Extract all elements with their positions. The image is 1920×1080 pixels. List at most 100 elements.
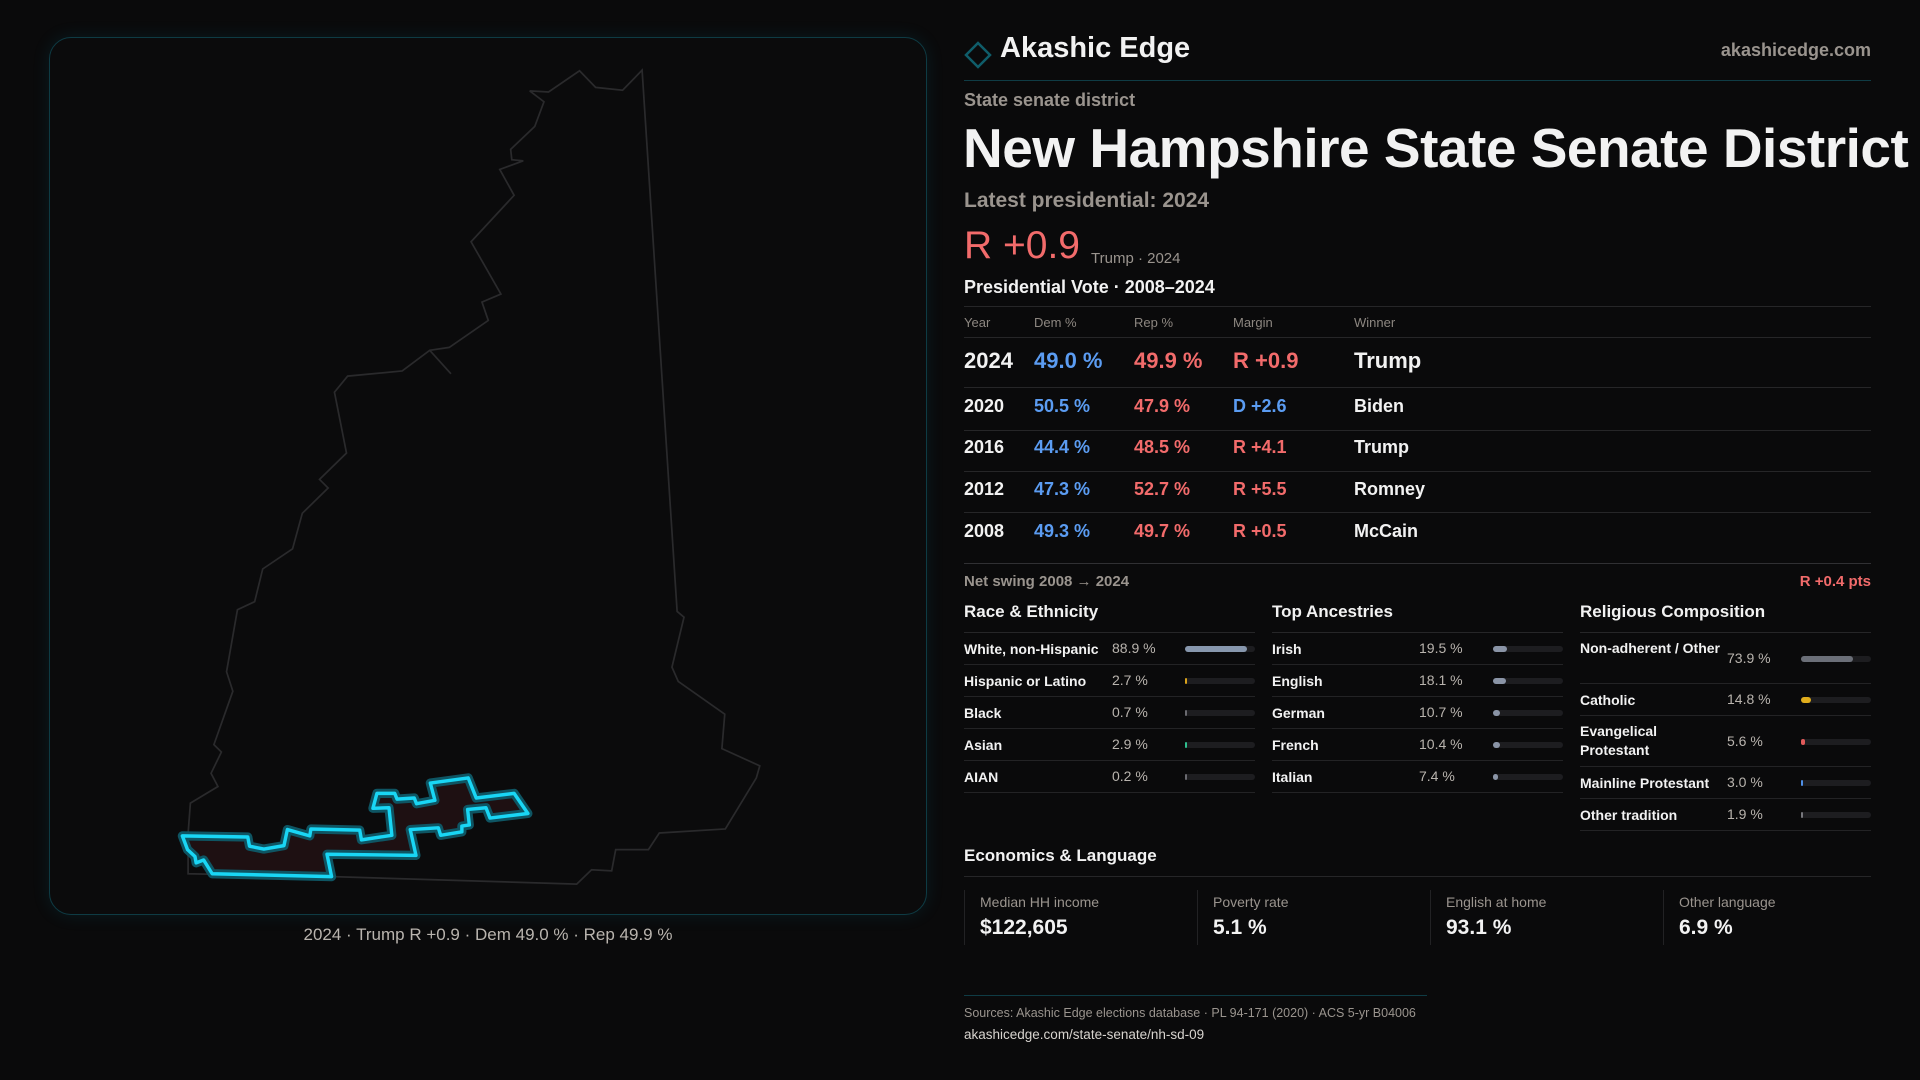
demo-bar-fill [1493, 774, 1499, 780]
sources-text: Sources: Akashic Edge elections database… [964, 1006, 1416, 1020]
vote-cell-year: 2024 [964, 348, 1013, 373]
econ-card: Other language 6.9 % [1663, 890, 1896, 945]
col-rep: Rep % [1134, 315, 1174, 330]
vote-cell-year: 2008 [964, 521, 1005, 541]
county-line [429, 349, 452, 375]
vote-cell-rep: 47.9 % [1134, 396, 1191, 416]
page-title: New Hampshire State Senate District 9 [963, 117, 1920, 179]
demo-bar-fill [1801, 697, 1812, 703]
demo-bar-track [1185, 710, 1255, 716]
demo-bar-fill [1493, 710, 1501, 716]
demo-row: English 18.1 % [1272, 665, 1563, 697]
vote-cell-year: 2016 [964, 437, 1005, 457]
vote-cell-dem: 49.0 % [1034, 348, 1103, 373]
demo-value: 7.4 % [1419, 768, 1455, 784]
demo-value: 2.9 % [1112, 736, 1148, 752]
demo-bar-track [1801, 780, 1871, 786]
demo-bar-track [1493, 742, 1563, 748]
econ-label: Median HH income [980, 894, 1100, 910]
vote-cell-rep: 52.7 % [1134, 479, 1191, 499]
demo-value: 3.0 % [1727, 774, 1763, 790]
demo-value: 0.2 % [1112, 768, 1148, 784]
econ-card: Poverty rate 5.1 % [1197, 890, 1430, 945]
divider [964, 306, 1871, 307]
demo-row: Evangelical Protestant 5.6 % [1580, 716, 1871, 767]
econ-card: English at home 93.1 % [1430, 890, 1663, 945]
latest-margin-note: Trump · 2024 [1091, 250, 1181, 267]
brand-name: Akashic Edge [1000, 32, 1191, 64]
demo-value: 0.7 % [1112, 704, 1148, 720]
demo-bar-fill [1185, 710, 1188, 716]
header-divider [964, 80, 1871, 81]
district-highlight-glow [177, 773, 533, 882]
swing-value: R +0.4 pts [1799, 573, 1871, 590]
demo-label: Asian [964, 737, 1003, 753]
divider [964, 876, 1871, 877]
econ-value: 5.1 % [1213, 916, 1267, 939]
vote-cell-winner: McCain [1354, 521, 1419, 541]
demo-value: 5.6 % [1727, 732, 1763, 749]
demo-value: 10.4 % [1419, 736, 1463, 752]
diamond-logo-icon [964, 41, 992, 69]
econ-card: Median HH income $122,605 [964, 890, 1197, 945]
demo-bar-fill [1801, 812, 1804, 818]
econ-label: Poverty rate [1213, 894, 1289, 910]
swing-label: Net swing 2008 → 2024 [964, 573, 1130, 590]
vote-cell-year: 2020 [964, 396, 1005, 416]
row-divider [964, 512, 1871, 513]
footer-divider [964, 995, 1427, 996]
vote-cell-dem: 44.4 % [1034, 437, 1091, 457]
demo-bar-fill [1185, 742, 1188, 748]
demo-bar-track [1493, 646, 1563, 652]
demo-value: 18.1 % [1419, 672, 1463, 688]
econ-label: Other language [1679, 894, 1776, 910]
economics-title: Economics & Language [964, 846, 1157, 865]
demo-label: Hispanic or Latino [964, 673, 1087, 689]
demo-bar-fill [1801, 780, 1804, 786]
row-divider [964, 430, 1871, 431]
demo-value: 88.9 % [1112, 640, 1156, 656]
district-map[interactable] [40, 30, 940, 930]
vote-cell-rep: 49.9 % [1134, 348, 1203, 373]
col-winner: Winner [1354, 315, 1396, 330]
divider [964, 632, 1255, 633]
vote-cell-margin: R +0.5 [1233, 521, 1287, 541]
demo-label: Non-adherent / Other [1580, 640, 1721, 656]
demo-label: AIAN [964, 769, 999, 785]
vote-cell-winner: Trump [1354, 437, 1410, 457]
district-highlight[interactable] [180, 776, 530, 879]
demo-label: Black [964, 705, 1002, 721]
vote-cell-margin: R +4.1 [1233, 437, 1287, 457]
demo-label: White, non-Hispanic [964, 641, 1099, 657]
page-url[interactable]: akashicedge.com/state-senate/nh-sd-09 [964, 1027, 1205, 1042]
demo-bar-track [1493, 774, 1563, 780]
demo-label: Catholic [1580, 692, 1636, 708]
demo-row: French 10.4 % [1272, 729, 1563, 761]
site-link[interactable]: akashicedge.com [1720, 40, 1871, 60]
demo-bar-track [1185, 646, 1255, 652]
demo-bar-fill [1801, 738, 1805, 745]
vote-cell-rep: 48.5 % [1134, 437, 1191, 457]
demo-bar-track [1185, 774, 1255, 780]
demo-label: Irish [1272, 641, 1302, 657]
demo-label: French [1272, 737, 1319, 753]
ancestry-title: Top Ancestries [1272, 602, 1393, 621]
demo-value: 73.9 % [1727, 649, 1771, 666]
vote-cell-rep: 49.7 % [1134, 521, 1191, 541]
col-dem: Dem % [1034, 315, 1077, 330]
demo-bar-track [1801, 655, 1871, 662]
demo-row: AIAN 0.2 % [964, 761, 1255, 793]
latest-margin: R +0.9 [964, 224, 1080, 267]
vote-cell-winner: Trump [1354, 348, 1422, 373]
econ-label: English at home [1446, 894, 1547, 910]
state-outline [187, 68, 761, 885]
demo-bar-track [1185, 742, 1255, 748]
votes-title: Presidential Vote · 2008–2024 [964, 277, 1215, 297]
demo-bar-track [1801, 812, 1871, 818]
econ-value: 93.1 % [1446, 916, 1512, 939]
demo-bar-fill [1493, 678, 1506, 684]
demo-row: Non-adherent / Other 73.9 % [1580, 633, 1871, 684]
demo-value: 19.5 % [1419, 640, 1463, 656]
vote-cell-winner: Biden [1354, 396, 1405, 416]
demo-bar-fill [1185, 678, 1188, 684]
